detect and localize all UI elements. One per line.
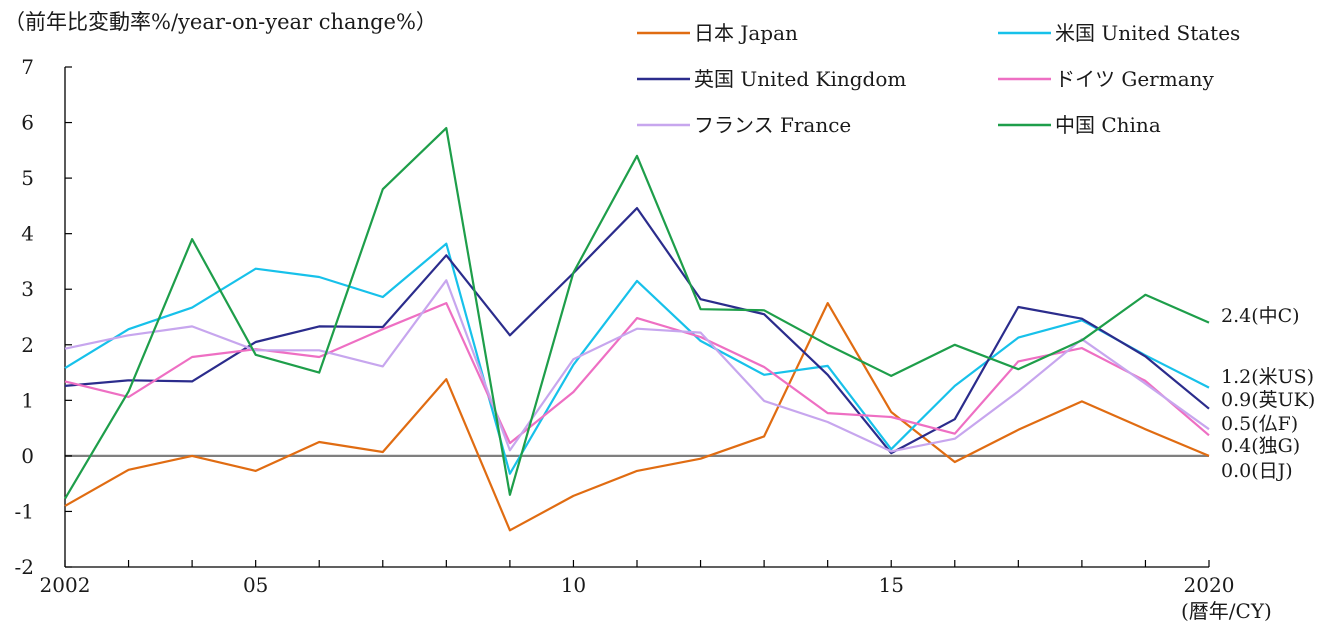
legend-label: 英国 United Kingdom <box>694 67 906 91</box>
y-tick-label: 3 <box>21 277 34 301</box>
x-tick-label: 2020 <box>1184 573 1235 597</box>
legend: 日本 Japan 米国 United States 英国 United Kingdo… <box>637 21 1240 137</box>
x-tick-label: 10 <box>561 573 586 597</box>
end-value-label: 0.0(日J) <box>1221 460 1293 482</box>
end-value-labels: 2.4(中C) 1.2(米US)0.9(英UK)0.5(仏F)0.4(独G) 0.0… <box>1221 305 1315 482</box>
end-value-label: 0.5(仏F) <box>1221 413 1298 435</box>
legend-label: フランス France <box>694 113 851 137</box>
series-line <box>64 302 1210 532</box>
series-line <box>64 207 1210 455</box>
end-value-label: 2.4(中C) <box>1221 305 1300 327</box>
y-tick-label: 5 <box>21 166 34 190</box>
y-axis-unit-label: （前年比変動率%/year-on-year change%） <box>4 10 437 34</box>
x-tick-label: 2002 <box>40 573 91 597</box>
end-value-label: 0.4(独G) <box>1221 435 1300 457</box>
series-lines <box>64 127 1210 532</box>
series-line <box>64 127 1210 500</box>
y-tick-label: 0 <box>21 444 34 468</box>
legend-label: 米国 United States <box>1055 21 1240 45</box>
y-tick-label: 6 <box>21 111 34 135</box>
legend-label: ドイツ Germany <box>1055 67 1215 91</box>
y-tick-label: 7 <box>21 55 34 79</box>
end-value-label: 0.9(英UK) <box>1221 389 1315 411</box>
x-tick-label: 15 <box>878 573 903 597</box>
series-line <box>64 242 1210 475</box>
series-line <box>64 279 1210 453</box>
axes: -2 -1 0 1 2 3 4 5 6 7 2002 05 10 15 2020 <box>15 55 1235 597</box>
legend-label: 中国 China <box>1055 113 1161 137</box>
y-tick-label: -1 <box>15 499 34 523</box>
legend-label: 日本 Japan <box>694 21 798 45</box>
y-tick-label: 4 <box>21 222 34 246</box>
x-tick-label: 05 <box>243 573 268 597</box>
x-axis-unit-label: (暦年/CY) <box>1181 599 1272 623</box>
end-value-label: 1.2(米US) <box>1221 366 1314 388</box>
y-tick-label: 2 <box>21 333 34 357</box>
y-tick-label: -2 <box>15 555 34 579</box>
y-tick-label: 1 <box>21 388 34 412</box>
